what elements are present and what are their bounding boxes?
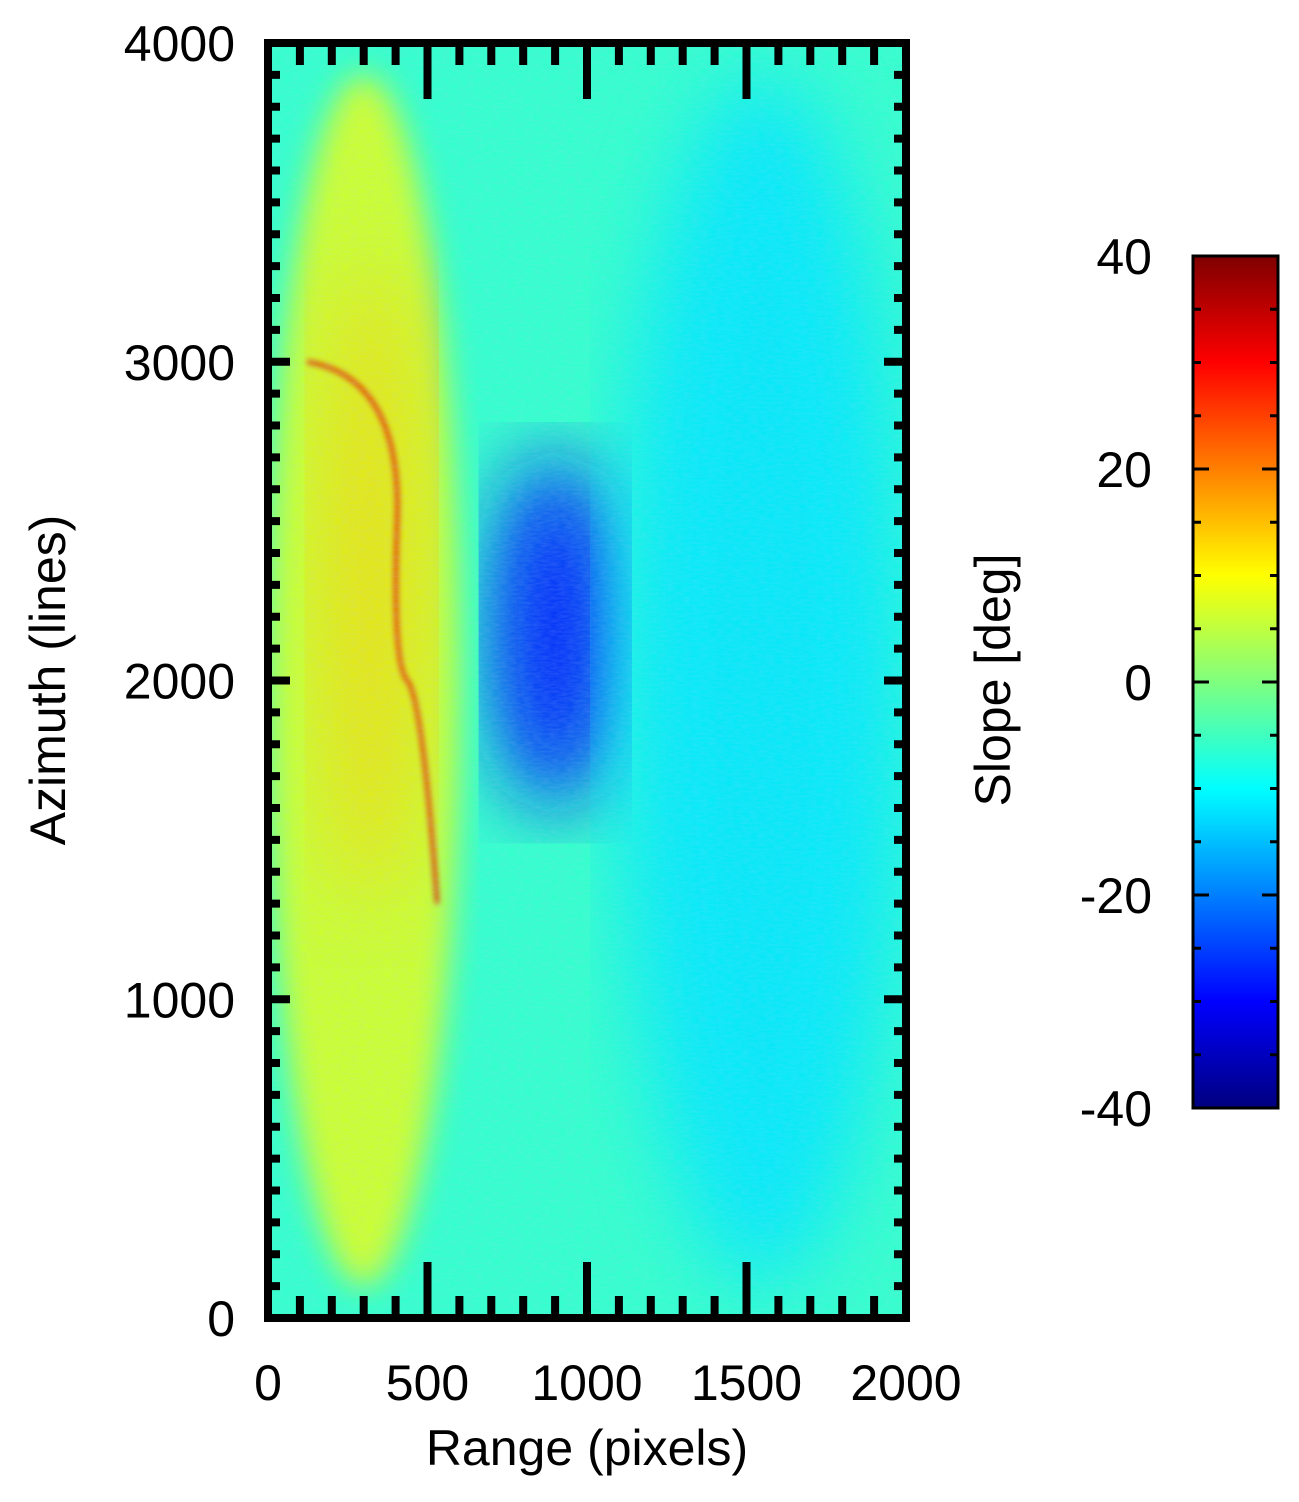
y-tick-label: 0 — [207, 1291, 235, 1347]
colorbar-tick-label: 0 — [1124, 655, 1152, 711]
x-axis-title: Range (pixels) — [426, 1420, 748, 1476]
colorbar-ticks — [1193, 254, 1278, 1110]
colorbar-tick-labels: 40 20 0 -20 -40 — [1080, 229, 1152, 1137]
x-tick-label: 1500 — [691, 1355, 802, 1411]
colorbar-tick-label: -40 — [1080, 1081, 1152, 1137]
x-axis-tick-labels: 0 500 1000 1500 2000 — [254, 1355, 962, 1411]
x-tick-label: 1000 — [531, 1355, 642, 1411]
colorbar-title: Slope [deg] — [965, 554, 1021, 807]
y-tick-label: 3000 — [124, 335, 235, 391]
colorbar-tick-label: -20 — [1080, 868, 1152, 924]
x-tick-label: 0 — [254, 1355, 282, 1411]
y-tick-label: 1000 — [124, 972, 235, 1028]
y-axis-tick-labels: 0 1000 2000 3000 4000 — [124, 16, 235, 1347]
x-tick-label: 2000 — [850, 1355, 961, 1411]
heatmap-texture — [268, 43, 906, 1318]
colorbar-tick-label: 40 — [1096, 229, 1152, 285]
y-tick-label: 4000 — [124, 16, 235, 72]
x-tick-label: 500 — [386, 1355, 469, 1411]
colorbar-tick-label: 20 — [1096, 442, 1152, 498]
axis-ticks — [264, 39, 910, 1322]
y-axis-title: Azimuth (lines) — [20, 515, 76, 846]
slope-heatmap — [268, 43, 906, 1318]
y-tick-label: 2000 — [124, 654, 235, 710]
